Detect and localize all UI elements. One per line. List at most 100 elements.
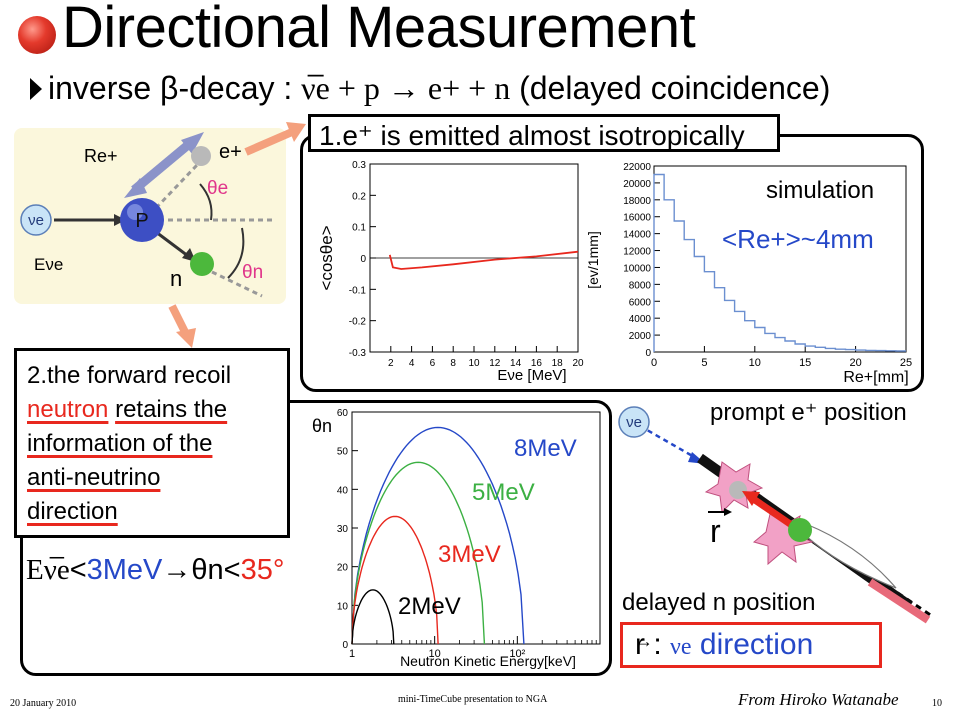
range-label: Re+ (84, 146, 118, 166)
cos-ylabel: <cosθe> (317, 225, 336, 290)
event-neutrino-label: νe (626, 414, 642, 431)
cos-theta-plot: 0.30.20.10-0.1-0.2-0.3 2 4 6 8 10 12 14 16 18 20 … (308, 156, 598, 386)
box2-line5: direction (27, 495, 287, 529)
cos-y-tick-label: 0.1 (352, 223, 366, 234)
bullet-arrow-icon (30, 78, 42, 100)
box2-line4: anti-neutrino (27, 461, 287, 495)
box2-neutron-word: neutron (27, 396, 108, 423)
hist-xlabel: Re+[mm] (843, 369, 908, 386)
neutron-sphere (190, 252, 214, 276)
r-vector-arrowhead-icon (724, 508, 732, 516)
event-neutron-sphere (788, 518, 812, 542)
footer-date: 20 January 2010 (10, 698, 76, 709)
direction-r-arrow-icon: → (635, 621, 653, 661)
condition-val2: 35° (241, 554, 285, 586)
neutron-label: n (170, 266, 182, 291)
hist-y-tick-label: 10000 (623, 263, 651, 274)
cos-y-tick-label: 0 (360, 254, 366, 265)
cos-y-tick-label: -0.2 (349, 317, 367, 328)
box1-label: 1.e⁺ is emitted almost isotropically (319, 120, 745, 151)
hist-y-tick-label: 2000 (629, 331, 652, 342)
theta-y-tick-label: 0 (342, 640, 348, 651)
subtitle-prefix: inverse β-decay : (48, 70, 292, 106)
cos-x-tick-label: 2 (388, 358, 394, 369)
curve-label-8mev: 8MeV (514, 435, 577, 462)
hist-y-tick-label: 20000 (623, 179, 651, 190)
hist-x-tick-label: 5 (701, 357, 707, 369)
theta-x-tick-label: 1 (349, 648, 355, 660)
slide-title: Directional Measurement (62, 0, 695, 61)
cos-y-tick-label: -0.1 (349, 285, 367, 296)
condition-energy: Eν̅e (26, 554, 70, 586)
direction-r-vector: → r (635, 625, 645, 665)
theta-y-tick-label: 20 (337, 563, 349, 574)
footer-credit: From Hiroko Watanabe (738, 690, 899, 710)
hist-x-tick-label: 10 (749, 357, 761, 369)
hist-y-tick-label: 22000 (623, 162, 651, 173)
pointer-shaft (246, 132, 292, 152)
electron-label: e+ (219, 141, 242, 163)
hist-y-tick-label: 12000 (623, 247, 651, 258)
hist-y-tick-label: 8000 (629, 280, 652, 291)
theta-xlabel: Neutron Kinetic Energy[keV] (400, 653, 576, 669)
pointer-arrowhead-2-icon (176, 328, 196, 348)
hist-mean-label: <Re+>~4mm (722, 224, 874, 254)
theta-y-tick-label: 40 (337, 485, 349, 496)
delayed-label: delayed n position (622, 589, 815, 616)
hist-x-tick-label: 0 (651, 357, 657, 369)
neutrino-energy-label: Eνe (34, 255, 63, 274)
hist-x-tick-label: 15 (799, 357, 811, 369)
condition-theta: θn (191, 554, 223, 586)
event-electron-sphere (729, 481, 747, 499)
direction-nu: νe (670, 634, 692, 660)
subtitle: inverse β-decay : ν̅e + p → e+ + n (dela… (30, 70, 830, 107)
hist-y-tick-label: 18000 (623, 196, 651, 207)
theta-n-plot: 60 50 40 30 20 10 0 1 10 10² θn Neutron Kinetic … (296, 402, 608, 670)
box2-retains: retains the (115, 396, 227, 423)
condition-val1: 3MeV (87, 554, 163, 586)
event-track-pink (870, 582, 928, 620)
footer-center: mini-TimeCube presentation to NGA (398, 694, 547, 705)
box2-line3: information of the (27, 427, 287, 461)
energy-condition: Eν̅e<3MeV→θn<35° (26, 554, 284, 587)
box2-line2: neutron retains the (27, 393, 287, 427)
title-bullet-ball (18, 16, 56, 54)
theta-e-label: θe (207, 178, 228, 199)
cos-x-tick-label: 4 (409, 358, 415, 369)
event-cone (806, 524, 896, 588)
hist-y-tick-label: 16000 (623, 213, 651, 224)
cos-y-tick-label: -0.3 (349, 348, 367, 359)
pointer-arrow-to-box2 (160, 300, 210, 352)
subtitle-suffix: (delayed coincidence) (519, 70, 830, 106)
condition-lt2: < (224, 554, 241, 586)
neutrino-badge-label: νe (28, 212, 44, 229)
box2-line1: 2.the forward recoil (27, 359, 287, 393)
reaction-formula: ν̅e + p → e+ + n (301, 70, 510, 106)
condition-lt1: < (70, 554, 87, 586)
theta-y-tick-label: 10 (337, 601, 349, 612)
condition-arrow: → (162, 554, 191, 586)
curve-label-2mev: 2MeV (398, 593, 461, 620)
cos-xlabel: Eνe [MeV] (497, 367, 566, 384)
proton-label: P (135, 210, 148, 232)
hist-y-tick-label: 14000 (623, 230, 651, 241)
theta-ylabel: θn (312, 416, 332, 436)
hist-x-tick-label: 25 (900, 357, 912, 369)
cos-x-tick-label: 20 (572, 358, 584, 369)
theta-y-tick-label: 50 (337, 447, 349, 458)
curve-label-3mev: 3MeV (438, 541, 501, 568)
box2-text: 2.the forward recoil neutron retains the… (14, 348, 290, 538)
theta-y-tick-label: 60 (337, 408, 349, 419)
cos-x-tick-label: 10 (468, 358, 480, 369)
direction-word: direction (700, 628, 813, 661)
event-r-label: r (710, 513, 721, 549)
footer-page-number: 10 (932, 698, 942, 709)
hist-y-tick-label: 4000 (629, 314, 652, 325)
theta-n-label: θn (242, 262, 263, 283)
range-histogram: 2200020000180001600014000120001000080006… (586, 156, 914, 388)
pointer-shaft-2 (172, 306, 186, 334)
hist-y-tick-label: 6000 (629, 297, 652, 308)
direction-box: → r : νe direction (620, 622, 882, 668)
cos-y-tick-label: 0.2 (352, 191, 366, 202)
theta-y-tick-label: 30 (337, 524, 349, 535)
